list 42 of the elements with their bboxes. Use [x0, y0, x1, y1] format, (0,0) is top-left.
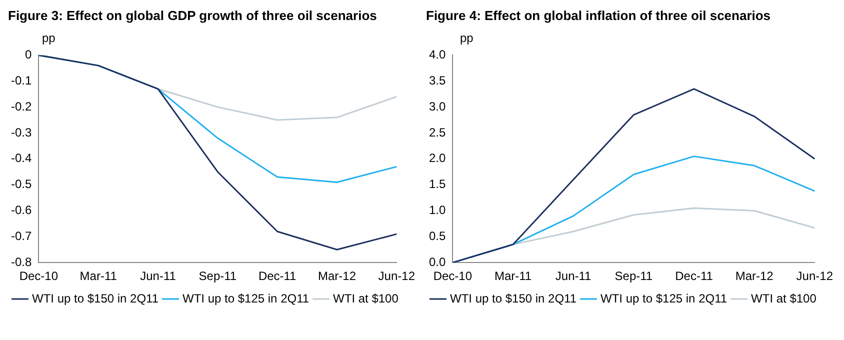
chart-title: Figure 4: Effect on global inflation of three oil scenarios: [426, 8, 772, 23]
x-tick-label: Mar-11: [80, 269, 118, 284]
y-tick-label: 2.0: [428, 151, 446, 166]
y-tick-label: 3.5: [428, 73, 446, 88]
y-tick-label: -0.6: [10, 203, 32, 218]
legend-label: WTI up to $125 in 2Q11: [600, 291, 728, 306]
y-tick-label: -0.3: [10, 125, 32, 140]
legend-label: WTI at $100: [751, 291, 817, 306]
x-tick-label: Dec-11: [258, 269, 297, 284]
x-tick-label: Sep-11: [614, 269, 653, 284]
y-axis-title: pp: [459, 31, 474, 45]
x-tick-label: Dec-11: [675, 269, 714, 284]
y-tick-label: 0.0: [428, 254, 446, 269]
y-tick-label: -0.2: [10, 99, 32, 114]
x-tick-label: Mar-11: [494, 269, 532, 284]
y-tick-label: 1.5: [428, 177, 446, 192]
legend-label: WTI up to $125 in 2Q11: [182, 291, 310, 306]
y-tick-label: -0.7: [10, 228, 32, 243]
y-tick-label: -0.8: [10, 254, 32, 269]
legend-label: WTI at $100: [333, 291, 399, 306]
x-tick-label: Jun-11: [555, 269, 592, 284]
y-tick-label: -0.4: [10, 151, 32, 166]
y-tick-label: 4.0: [428, 48, 446, 62]
y-tick-label: 0.5: [428, 228, 446, 243]
x-tick-label: Mar-12: [735, 269, 774, 284]
x-tick-label: Jun-11: [140, 269, 176, 284]
legend-label: WTI up to $150 in 2Q11: [450, 291, 577, 306]
x-tick-label: Mar-12: [318, 269, 356, 284]
x-tick-label: Dec-10: [433, 269, 472, 284]
y-axis-title: pp: [41, 31, 56, 45]
x-tick-label: Jun-12: [796, 269, 834, 284]
y-tick-label: 2.5: [428, 125, 446, 140]
y-tick-label: -0.5: [10, 177, 32, 192]
x-tick-label: Dec-10: [19, 269, 58, 284]
y-tick-label: 0: [24, 48, 32, 62]
y-tick-label: 3.0: [428, 99, 446, 114]
y-tick-label: -0.1: [10, 73, 32, 88]
x-tick-label: Jun-12: [378, 269, 416, 284]
x-tick-label: Sep-11: [198, 269, 237, 284]
chart-title: Figure 3: Effect on global GDP growth of three oil scenarios: [8, 8, 378, 23]
y-tick-label: 1.0: [428, 203, 446, 218]
legend-label: WTI up to $150 in 2Q11: [32, 291, 159, 306]
